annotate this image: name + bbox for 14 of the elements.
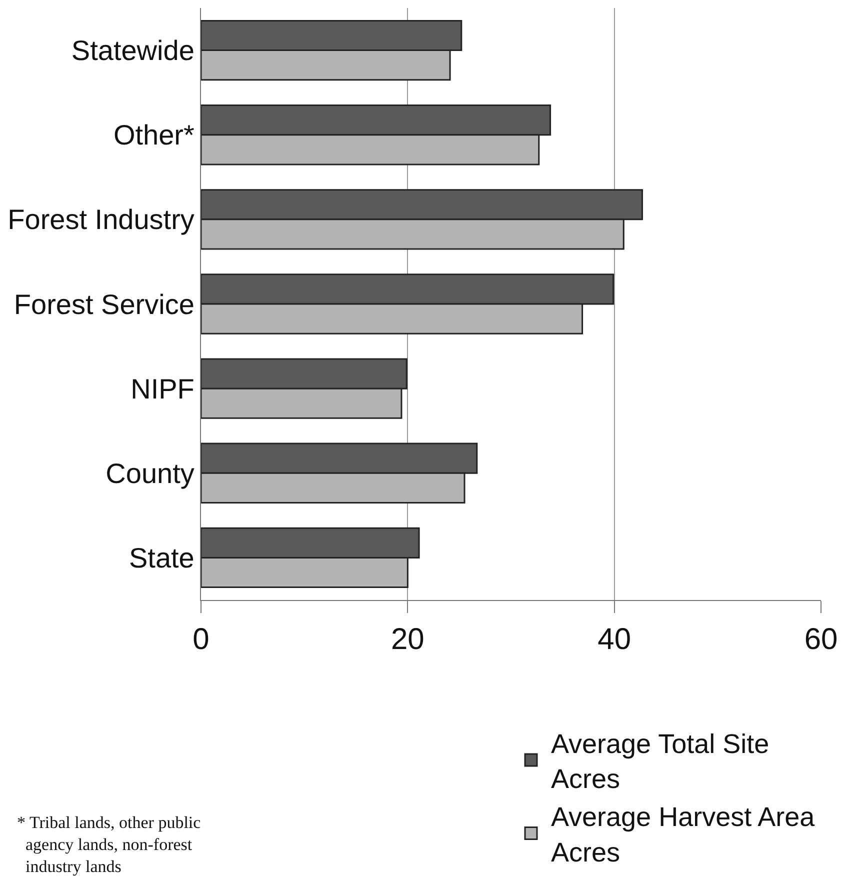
y-tick-label: Forest Service xyxy=(14,288,194,320)
legend-label: Average Total Site Acres xyxy=(551,728,770,794)
y-tick-label: State xyxy=(129,542,194,574)
legend-label: Average Harvest Area Acres xyxy=(551,802,816,868)
y-tick-label: Statewide xyxy=(71,35,194,66)
x-tick-label: 0 xyxy=(192,623,210,656)
y-tick-label: Other* xyxy=(113,120,194,151)
x-tick-label: 40 xyxy=(598,623,632,656)
text: * Tribal lands, other public agency lands, non-forest industry lands xyxy=(17,813,202,876)
y-tick-label: Forest Industry xyxy=(8,204,194,236)
x-tick-label: 60 xyxy=(804,623,838,656)
y-tick-label: County xyxy=(106,458,194,489)
x-tick-label: 20 xyxy=(390,623,424,656)
y-tick-label: NIPF xyxy=(130,373,194,404)
